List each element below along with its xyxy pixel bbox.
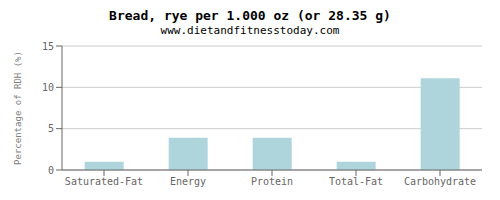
svg-text:Carbohydrate: Carbohydrate (404, 176, 476, 187)
svg-text:Saturated-Fat: Saturated-Fat (65, 176, 143, 187)
svg-text:Percentage of RDH (%): Percentage of RDH (%) (13, 51, 23, 165)
svg-text:Total-Fat: Total-Fat (329, 176, 383, 187)
svg-text:0: 0 (48, 165, 54, 176)
svg-text:5: 5 (48, 123, 54, 134)
html-text:Bread, rye per 1.000 oz (or 28: Bread, rye per 1.000 oz (or 28.35 g) (109, 8, 391, 23)
svg-text:15: 15 (42, 41, 54, 52)
html-text:www.dietandfitnesstoday.com: www.dietandfitnesstoday.com (160, 24, 340, 37)
svg-text:10: 10 (42, 82, 54, 93)
svg-text:Protein: Protein (251, 176, 293, 187)
svg-text:Energy: Energy (170, 176, 206, 187)
